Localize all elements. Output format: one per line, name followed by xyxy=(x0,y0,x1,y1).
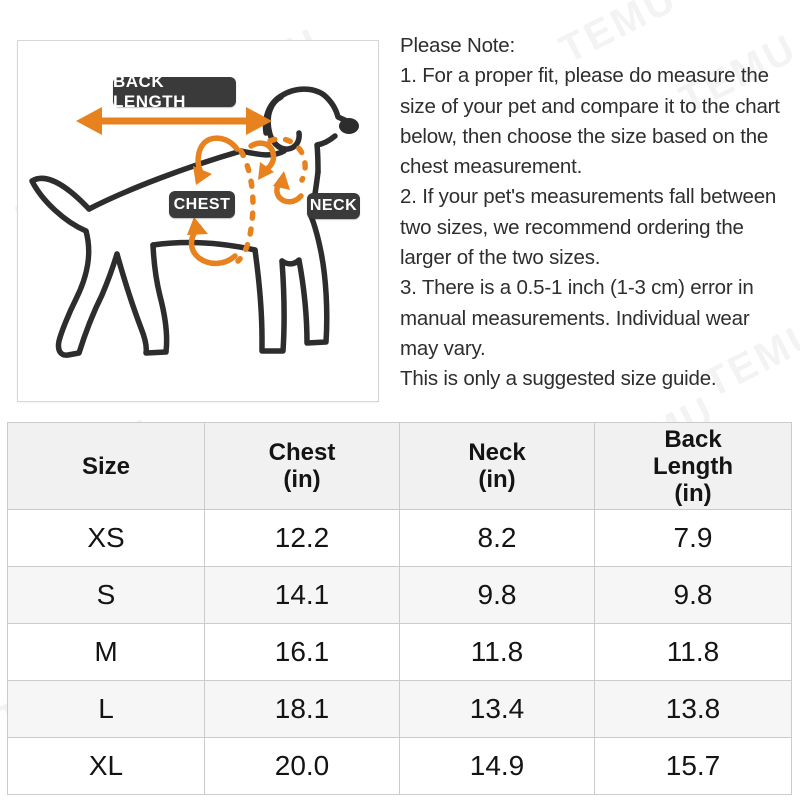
measurement-diagram-panel: BACK LENGTH CHEST NECK xyxy=(17,40,379,402)
column-header-chest: Chest (in) xyxy=(204,422,400,510)
column-header-back-length: Back Length (in) xyxy=(594,422,792,510)
chest-cell: 12.2 xyxy=(204,509,400,567)
dog-measurement-illustration xyxy=(29,86,359,358)
notes-line: larger of the two sizes. xyxy=(400,246,601,270)
size-cell: L xyxy=(7,680,205,738)
arrowhead-left xyxy=(76,107,102,135)
back-length-cell: 13.8 xyxy=(594,680,792,738)
column-header-size: Size xyxy=(7,422,205,510)
arrowhead-right xyxy=(246,107,272,135)
dog-rear-leg-far xyxy=(55,228,120,358)
notes-line: 2. If your pet's measurements fall betwe… xyxy=(400,185,777,209)
chest-top-curl xyxy=(195,135,240,177)
size-cell: XL xyxy=(7,737,205,795)
back-length-cell: 9.8 xyxy=(594,566,792,624)
back-length-cell: 11.8 xyxy=(594,623,792,681)
dog-jaw xyxy=(314,133,338,175)
size-table: Size Chest (in) Neck (in) Back Length (i… xyxy=(7,422,792,795)
dog-outline xyxy=(29,86,359,358)
chest-bottom-curl xyxy=(188,224,238,267)
notes-text: Please Note: 1. For a proper fit, please… xyxy=(400,31,798,395)
neck-cell: 11.8 xyxy=(399,623,595,681)
dog-front-leg-far xyxy=(279,213,330,346)
notes-line: This is only a suggested size guide. xyxy=(400,367,717,391)
notes-line: may vary. xyxy=(400,336,486,360)
dog-front-leg-near xyxy=(252,247,287,354)
notes-line: 3. There is a 0.5-1 inch (1-3 cm) error … xyxy=(400,276,754,300)
shoulder-arrowhead xyxy=(258,162,274,180)
dog-tail xyxy=(29,175,92,234)
dog-ear xyxy=(265,94,302,152)
neck-cell: 13.4 xyxy=(399,680,595,738)
notes-line: below, then choose the size based on the xyxy=(400,124,769,148)
dog-rear-leg-near xyxy=(114,242,170,356)
chest-cell: 14.1 xyxy=(204,566,400,624)
dog-neck-back xyxy=(238,148,287,158)
notes-line: chest measurement. xyxy=(400,155,583,179)
column-header-neck: Neck (in) xyxy=(399,422,595,510)
neck-arrowhead xyxy=(273,171,290,190)
neck-cell: 8.2 xyxy=(399,509,595,567)
chest-cell: 20.0 xyxy=(204,737,400,795)
measurement-marks xyxy=(76,107,308,267)
table-row: L 18.1 13.4 13.8 xyxy=(7,680,792,738)
chest-label: CHEST xyxy=(169,191,235,218)
dog-nose xyxy=(339,118,359,134)
table-row: XS 12.2 8.2 7.9 xyxy=(7,509,792,567)
table-row: S 14.1 9.8 9.8 xyxy=(7,566,792,624)
notes-line: two sizes, we recommend ordering the xyxy=(400,215,744,239)
back-length-cell: 7.9 xyxy=(594,509,792,567)
table-row: M 16.1 11.8 11.8 xyxy=(7,623,792,681)
notes-title: Please Note: xyxy=(400,34,515,57)
size-cell: XS xyxy=(7,509,205,567)
chest-bottom-arrowhead xyxy=(187,217,208,235)
back-length-cell: 15.7 xyxy=(594,737,792,795)
table-header-row: Size Chest (in) Neck (in) Back Length (i… xyxy=(7,422,792,510)
size-cell: M xyxy=(7,623,205,681)
chest-cell: 16.1 xyxy=(204,623,400,681)
notes-line: 1. For a proper fit, please do measure t… xyxy=(400,64,769,88)
chest-dashed-ellipse xyxy=(235,148,256,264)
size-cell: S xyxy=(7,566,205,624)
back-length-label: BACK LENGTH xyxy=(113,72,236,111)
table-row: XL 20.0 14.9 15.7 xyxy=(7,737,792,795)
neck-cell: 14.9 xyxy=(399,737,595,795)
notes-line: manual measurements. Individual wear xyxy=(400,306,750,330)
chest-cell: 18.1 xyxy=(204,680,400,738)
notes-line: size of your pet and compare it to the c… xyxy=(400,94,780,118)
neck-cell: 9.8 xyxy=(399,566,595,624)
neck-label: NECK xyxy=(307,193,360,219)
dog-belly xyxy=(150,239,258,253)
chest-top-arrowhead xyxy=(193,166,212,185)
dog-back xyxy=(86,148,244,212)
shoulder-curl xyxy=(248,140,277,173)
